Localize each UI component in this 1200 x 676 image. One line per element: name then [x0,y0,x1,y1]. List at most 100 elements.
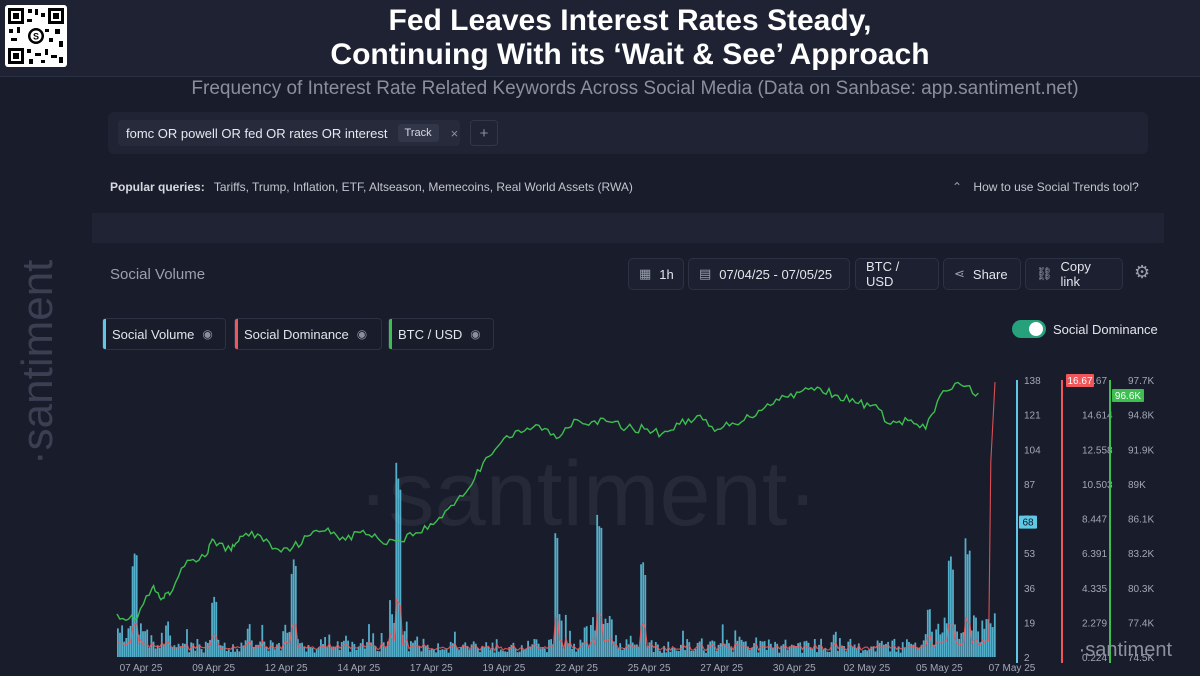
volume-bar [508,647,511,657]
eye-icon[interactable]: ◉ [202,327,213,341]
volume-bar [207,643,209,657]
volume-bar [772,648,774,657]
volume-bar [248,624,251,657]
volume-axis-tick: 2 [1024,653,1030,664]
volume-bar [269,640,272,657]
volume-bar [922,640,925,657]
volume-bar [148,647,151,657]
volume-bar [631,642,634,657]
btc-axis-tick: 83.2K [1128,549,1154,560]
volume-bar [274,649,276,657]
volume-bar [361,638,364,657]
volume-bar [939,634,942,657]
volume-bar [749,649,751,657]
volume-bar [213,596,216,657]
volume-axis-tick: 53 [1024,549,1036,560]
volume-bar [426,644,429,657]
volume-bar [332,646,335,657]
volume-bar [470,644,473,657]
volume-bar [165,625,167,657]
volume-bar [625,639,628,657]
legend-btc-usd[interactable]: BTC / USD ◉ [388,318,494,350]
volume-bar [320,639,322,657]
copy-link-button[interactable]: ⛓ Copy link [1025,258,1123,290]
volume-current-badge [1019,515,1037,529]
volume-bar [368,624,370,657]
volume-bar [751,647,753,657]
volume-bar [227,649,230,657]
volume-bar [824,647,827,657]
volume-bar [202,652,205,657]
volume-bar [700,638,703,657]
volume-bar [209,640,211,657]
volume-bar [125,638,128,657]
track-button[interactable]: Track [397,124,439,142]
volume-bar [154,648,157,657]
social-dominance-toggle[interactable] [1012,320,1046,338]
date-range-button[interactable]: ▤ 07/04/25 - 07/05/25 [688,258,850,290]
share-button[interactable]: ⋖ Share [943,258,1021,290]
volume-bar [596,514,599,657]
volume-bar [399,489,402,657]
eye-icon[interactable]: ◉ [470,327,481,341]
volume-bar [340,642,343,657]
volume-bar [548,639,550,657]
volume-bar [738,636,741,657]
volume-bar [732,651,735,657]
volume-bar [809,647,812,657]
volume-bar [567,643,569,657]
x-axis-tick: 22 Apr 25 [555,663,598,674]
volume-bar [874,651,877,657]
close-icon[interactable]: × [450,125,459,141]
volume-bar [181,643,184,657]
volume-bar [257,644,259,657]
volume-bar [433,649,435,657]
corner-santiment-logo: ·santiment [1079,639,1173,661]
volume-bar [184,643,186,657]
volume-bar [349,651,352,657]
eye-icon[interactable]: ◉ [356,327,368,341]
volume-bar [698,641,701,657]
interval-icon: ▦ [639,266,652,281]
volume-bar [730,647,732,657]
volume-bar [759,640,762,657]
x-axis-tick: 02 May 25 [843,663,890,674]
volume-bar [770,643,772,657]
volume-bar [575,651,578,657]
volume-bar [152,641,155,657]
volume-bar [217,639,220,657]
volume-bar [569,630,571,657]
legend-social-dominance[interactable]: Social Dominance ◉ [234,318,382,350]
volume-bar [778,652,781,657]
how-to-link[interactable]: ⌃ How to use Social Trends tool? [952,180,1139,194]
volume-bar [600,527,603,657]
pair-button[interactable]: BTC / USD [855,258,939,290]
volume-bar [516,652,519,657]
volume-bar [784,639,787,657]
volume-bar [265,647,268,657]
volume-bar [853,644,856,657]
volume-bar [529,646,532,657]
volume-bar [299,643,301,657]
volume-bar [158,647,161,657]
interval-button[interactable]: ▦ 1h [628,258,684,290]
gear-icon[interactable]: ⚙ [1134,262,1151,282]
volume-bar [914,642,917,657]
legend-social-volume[interactable]: Social Volume ◉ [102,318,226,350]
query-chip[interactable]: fomc OR powell OR fed OR rates OR intere… [118,120,460,146]
volume-bar [715,650,718,657]
popular-queries-items[interactable]: Tariffs, Trump, Inflation, ETF, Altseaso… [213,180,633,194]
volume-bar [219,645,222,657]
add-query-button[interactable]: + [470,120,498,146]
volume-bar [483,647,486,657]
volume-bar [675,650,678,657]
volume-bar [973,615,975,657]
volume-bar [211,602,213,657]
social-volume-swatch [103,319,106,349]
volume-bar [579,639,582,657]
volume-bar [271,642,274,657]
volume-bar [893,638,896,657]
volume-bar [763,641,766,657]
title-line-1: Fed Leaves Interest Rates Steady, [388,4,872,37]
volume-bar [587,646,590,657]
